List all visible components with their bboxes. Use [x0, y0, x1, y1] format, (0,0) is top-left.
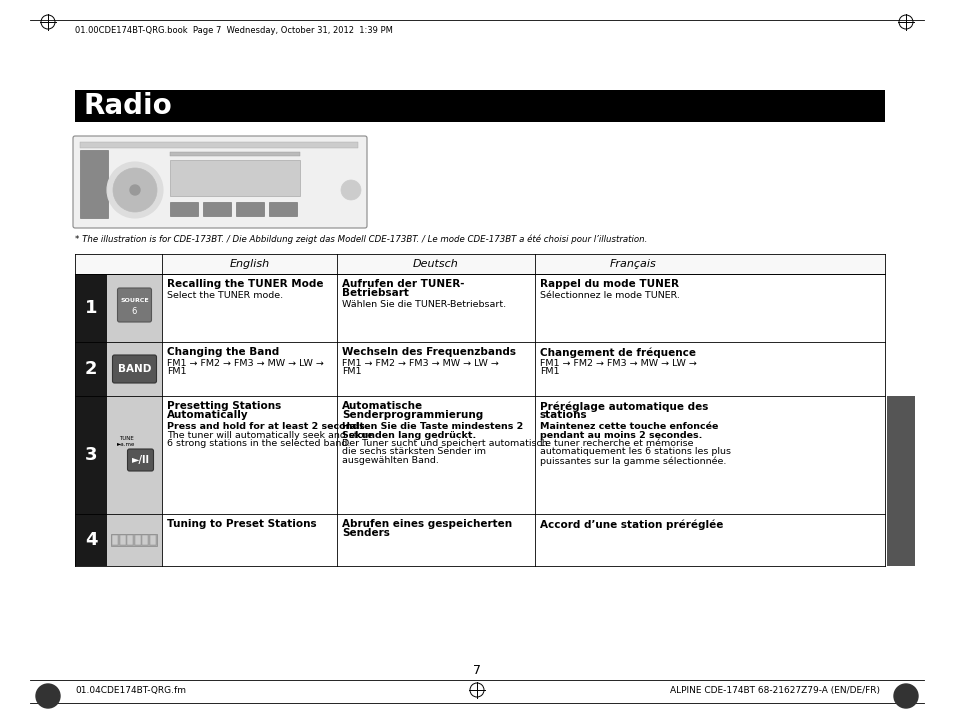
- Text: ►a.me: ►a.me: [117, 442, 135, 447]
- Bar: [107, 274, 162, 342]
- Text: Automatically: Automatically: [167, 411, 249, 421]
- Bar: [107, 396, 162, 514]
- Bar: [886, 396, 914, 566]
- Text: die sechs stärksten Sender im: die sechs stärksten Sender im: [341, 447, 485, 457]
- Bar: [170, 160, 299, 196]
- Text: ausgewählten Band.: ausgewählten Band.: [341, 456, 438, 465]
- Text: 6 strong stations in the selected band.: 6 strong stations in the selected band.: [167, 439, 350, 448]
- Circle shape: [340, 180, 360, 200]
- Text: FM1: FM1: [341, 367, 361, 376]
- Text: ALPINE CDE-174BT 68-21627Z79-A (EN/DE/FR): ALPINE CDE-174BT 68-21627Z79-A (EN/DE/FR…: [669, 686, 879, 694]
- Bar: [75, 342, 884, 396]
- Bar: [235, 202, 264, 216]
- Circle shape: [107, 162, 163, 218]
- Circle shape: [112, 168, 157, 212]
- Bar: [75, 274, 884, 342]
- Circle shape: [36, 684, 60, 708]
- Text: Préréglage automatique des: Préréglage automatique des: [539, 401, 708, 411]
- Text: Abrufen eines gespeicherten: Abrufen eines gespeicherten: [341, 519, 512, 529]
- Text: Le tuner recherche et mémorise: Le tuner recherche et mémorise: [539, 439, 693, 448]
- Text: 7: 7: [473, 663, 480, 676]
- Text: BAND: BAND: [117, 364, 151, 374]
- Text: 1: 1: [85, 299, 97, 317]
- Circle shape: [130, 185, 140, 195]
- Bar: [75, 396, 107, 514]
- Text: 2: 2: [85, 360, 97, 378]
- Text: 01.04CDE174BT-QRG.fm: 01.04CDE174BT-QRG.fm: [75, 686, 186, 694]
- Bar: [107, 514, 162, 566]
- Text: Senders: Senders: [341, 528, 390, 538]
- Text: Maintenez cette touche enfoncée: Maintenez cette touche enfoncée: [539, 422, 718, 431]
- Text: FM1: FM1: [539, 367, 558, 376]
- Bar: [112, 534, 157, 546]
- Text: Sekunden lang gedrückt.: Sekunden lang gedrückt.: [341, 431, 476, 439]
- Text: FM1: FM1: [167, 367, 186, 376]
- Bar: [75, 514, 107, 566]
- Bar: [75, 254, 884, 274]
- Bar: [107, 342, 162, 396]
- FancyBboxPatch shape: [112, 355, 156, 383]
- Text: Automatische: Automatische: [341, 401, 423, 411]
- FancyBboxPatch shape: [128, 449, 153, 471]
- Text: Presetting Stations: Presetting Stations: [167, 401, 281, 411]
- Text: Sélectionnez le mode TUNER.: Sélectionnez le mode TUNER.: [539, 291, 679, 299]
- Bar: [150, 535, 156, 545]
- Bar: [75, 274, 107, 342]
- Text: 3: 3: [85, 446, 97, 464]
- Text: SOURCE: SOURCE: [120, 297, 149, 302]
- Text: Changement de fréquence: Changement de fréquence: [539, 347, 696, 358]
- Bar: [112, 535, 118, 545]
- Text: FM1 → FM2 → FM3 → MW → LW →: FM1 → FM2 → FM3 → MW → LW →: [341, 358, 498, 368]
- Bar: [120, 535, 126, 545]
- Text: * The illustration is for CDE-173BT. / Die Abbildung zeigt das Modell CDE-173BT.: * The illustration is for CDE-173BT. / D…: [75, 234, 647, 243]
- Text: pendant au moins 2 secondes.: pendant au moins 2 secondes.: [539, 431, 701, 439]
- Bar: [170, 202, 198, 216]
- Bar: [80, 150, 108, 218]
- Text: ►/II: ►/II: [132, 455, 150, 465]
- Text: Press and hold for at least 2 seconds.: Press and hold for at least 2 seconds.: [167, 422, 368, 431]
- Text: TUNE: TUNE: [119, 437, 133, 442]
- Bar: [75, 396, 884, 514]
- Text: puissantes sur la gamme sélectionnée.: puissantes sur la gamme sélectionnée.: [539, 456, 725, 465]
- Bar: [128, 535, 133, 545]
- Bar: [203, 202, 231, 216]
- Text: Accord d’une station préréglée: Accord d’une station préréglée: [539, 519, 722, 529]
- Text: Rappel du mode TUNER: Rappel du mode TUNER: [539, 279, 679, 289]
- Text: Senderprogrammierung: Senderprogrammierung: [341, 411, 483, 421]
- Bar: [142, 535, 149, 545]
- Text: Aufrufen der TUNER-: Aufrufen der TUNER-: [341, 279, 464, 289]
- Text: Halten Sie die Taste mindestens 2: Halten Sie die Taste mindestens 2: [341, 422, 522, 431]
- Bar: [75, 342, 107, 396]
- Text: English: English: [230, 259, 270, 269]
- Text: Français: Français: [610, 259, 657, 269]
- Bar: [75, 514, 884, 566]
- Text: Changing the Band: Changing the Band: [167, 347, 279, 357]
- Text: 4: 4: [85, 531, 97, 549]
- Bar: [75, 90, 884, 122]
- Bar: [170, 152, 299, 156]
- Text: stations: stations: [539, 411, 587, 421]
- Text: Wählen Sie die TUNER-Betriebsart.: Wählen Sie die TUNER-Betriebsart.: [341, 300, 506, 309]
- Text: Select the TUNER mode.: Select the TUNER mode.: [167, 291, 283, 299]
- Text: Deutsch: Deutsch: [413, 259, 458, 269]
- Circle shape: [893, 684, 917, 708]
- Text: Recalling the TUNER Mode: Recalling the TUNER Mode: [167, 279, 323, 289]
- Bar: [135, 535, 141, 545]
- Text: automatiquement les 6 stations les plus: automatiquement les 6 stations les plus: [539, 447, 730, 457]
- Text: The tuner will automatically seek and store: The tuner will automatically seek and st…: [167, 431, 373, 439]
- Text: Wechseln des Frequenzbands: Wechseln des Frequenzbands: [341, 347, 516, 357]
- Text: Der Tuner sucht und speichert automatisch: Der Tuner sucht und speichert automatisc…: [341, 439, 547, 448]
- Text: 01.00CDE174BT-QRG.book  Page 7  Wednesday, October 31, 2012  1:39 PM: 01.00CDE174BT-QRG.book Page 7 Wednesday,…: [75, 26, 393, 35]
- Text: Tuning to Preset Stations: Tuning to Preset Stations: [167, 519, 316, 529]
- Bar: [269, 202, 296, 216]
- Text: FM1 → FM2 → FM3 → MW → LW →: FM1 → FM2 → FM3 → MW → LW →: [167, 358, 323, 368]
- Text: Radio: Radio: [84, 92, 172, 120]
- Bar: [80, 142, 357, 148]
- FancyBboxPatch shape: [117, 288, 152, 322]
- Text: 6: 6: [132, 307, 137, 317]
- Text: FM1 → FM2 → FM3 → MW → LW →: FM1 → FM2 → FM3 → MW → LW →: [539, 358, 696, 368]
- Text: Betriebsart: Betriebsart: [341, 289, 409, 299]
- FancyBboxPatch shape: [73, 136, 367, 228]
